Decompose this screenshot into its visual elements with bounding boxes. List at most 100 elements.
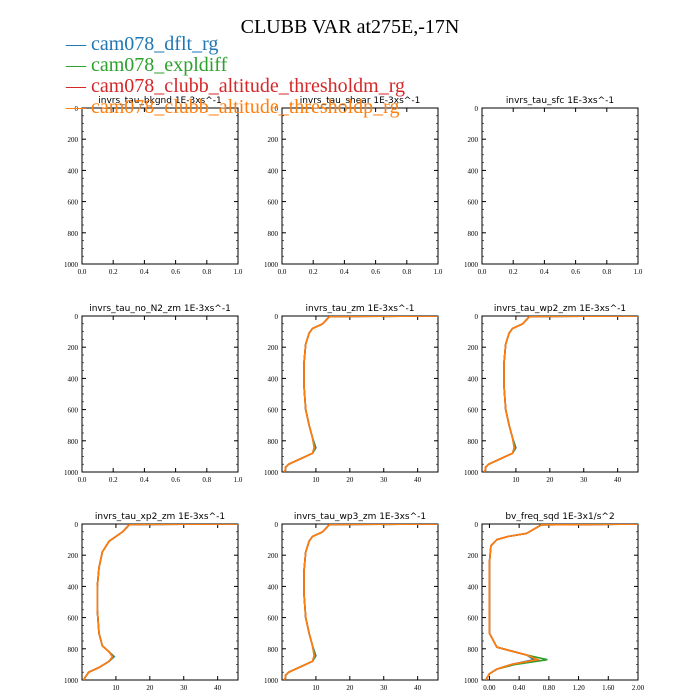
series-line — [485, 524, 638, 680]
x-tick-label: 10 — [512, 476, 520, 484]
x-tick-label: 30 — [380, 476, 388, 484]
x-tick-label: 10 — [312, 684, 320, 692]
x-tick-label: 0.8 — [202, 476, 211, 484]
y-tick-label: 0 — [275, 521, 279, 529]
y-tick-label: 600 — [68, 615, 79, 623]
x-tick-label: 1.20 — [572, 684, 585, 692]
subplot: invrs_tau_sfc 1E-3xs^-1 0 200 400 600 800 1000… — [464, 96, 643, 276]
y-tick-label: 0 — [75, 521, 79, 529]
y-tick-label: 200 — [268, 344, 279, 352]
subplot: invrs_tau_wp2_zm 1E-3xs^-1 0 200 400 600 800 1… — [464, 304, 639, 484]
x-tick-label: 1.0 — [434, 268, 443, 276]
y-tick-label: 200 — [68, 552, 79, 560]
y-tick-label: 1000 — [464, 469, 479, 477]
series-line — [483, 316, 638, 472]
y-tick-label: 0 — [75, 105, 79, 113]
plot-frame — [281, 523, 439, 681]
series-line — [82, 524, 238, 680]
y-tick-label: 1000 — [264, 469, 279, 477]
legend-swatch: — — [66, 54, 86, 76]
subplot-title: invrs_tau_wp2_zm 1E-3xs^-1 — [494, 304, 626, 314]
plot-frame — [481, 523, 639, 681]
x-tick-label: 30 — [180, 684, 188, 692]
y-tick-label: 800 — [268, 230, 279, 238]
subplot-title: invrs_tau_shear 1E-3xs^-1 — [300, 96, 421, 106]
y-tick-label: 600 — [468, 615, 479, 623]
y-tick-label: 200 — [468, 552, 479, 560]
y-tick-label: 400 — [268, 375, 279, 383]
plot-frame — [481, 315, 639, 473]
y-tick-label: 600 — [268, 199, 279, 207]
y-tick-label: 0 — [275, 313, 279, 321]
y-tick-label: 800 — [68, 646, 79, 654]
y-tick-label: 800 — [268, 646, 279, 654]
y-tick-label: 600 — [68, 199, 79, 207]
x-tick-label: 20 — [346, 476, 354, 484]
y-tick-label: 400 — [468, 583, 479, 591]
x-tick-label: 0.8 — [602, 268, 611, 276]
subplot-title: invrs_tau_xp2_zm 1E-3xs^-1 — [95, 512, 225, 522]
series-line — [82, 524, 238, 680]
legend-label: cam078_clubb_altitude_thresholdp_rg — [91, 96, 400, 118]
x-tick-label: 10 — [112, 684, 120, 692]
x-tick-label: 0.6 — [171, 268, 180, 276]
legend-item: — cam078_dflt_rg — [66, 34, 405, 55]
legend-swatch: — — [66, 96, 86, 118]
x-tick-label: 0.2 — [309, 268, 318, 276]
x-tick-label: 40 — [414, 476, 422, 484]
subplot-title: invrs_tau_zm 1E-3xs^-1 — [306, 304, 415, 314]
series-line — [283, 524, 438, 680]
series-line — [485, 524, 638, 680]
subplot: invrs_tau_shear 1E-3xs^-1 0 200 400 600 800 10… — [264, 96, 443, 276]
x-tick-label: 40 — [214, 684, 222, 692]
y-tick-label: 1000 — [264, 261, 279, 269]
y-tick-label: 600 — [468, 199, 479, 207]
x-tick-label: 0.40 — [513, 684, 526, 692]
x-tick-label: 0.8 — [202, 268, 211, 276]
y-tick-label: 400 — [468, 375, 479, 383]
y-tick-label: 1000 — [264, 677, 279, 685]
y-tick-label: 800 — [468, 438, 479, 446]
x-tick-label: 0.4 — [340, 268, 349, 276]
legend-label: cam078_clubb_altitude_thresholdm_rg — [91, 75, 406, 97]
series-line — [82, 524, 238, 680]
y-tick-label: 800 — [68, 438, 79, 446]
y-tick-label: 1000 — [464, 677, 479, 685]
x-tick-label: 20 — [546, 476, 554, 484]
subplot-title: invrs_tau_no_N2_zm 1E-3xs^-1 — [89, 304, 231, 314]
y-tick-label: 400 — [468, 167, 479, 175]
x-tick-label: 0.2 — [109, 268, 118, 276]
legend-swatch: — — [66, 75, 86, 97]
y-tick-label: 400 — [68, 583, 79, 591]
x-tick-label: 0.0 — [78, 268, 87, 276]
x-tick-label: 0.0 — [478, 268, 487, 276]
y-tick-label: 400 — [68, 375, 79, 383]
legend-swatch: — — [66, 33, 86, 55]
y-tick-label: 200 — [268, 552, 279, 560]
y-tick-label: 0 — [475, 521, 479, 529]
y-tick-label: 600 — [68, 407, 79, 415]
subplot: invrs_tau_bkgnd 1E-3xs^-1 0 200 400 600 800 10… — [64, 96, 243, 276]
y-tick-label: 400 — [268, 167, 279, 175]
plot-frame — [481, 107, 639, 265]
y-tick-label: 1000 — [64, 677, 79, 685]
y-tick-label: 400 — [268, 583, 279, 591]
subplot-title: invrs_tau_bkgnd 1E-3xs^-1 — [98, 96, 222, 106]
series-line — [82, 524, 238, 680]
x-tick-label: 20 — [346, 684, 354, 692]
y-tick-label: 200 — [468, 136, 479, 144]
y-tick-label: 1000 — [64, 261, 79, 269]
x-tick-label: 1.0 — [234, 268, 243, 276]
x-tick-label: 0.00 — [483, 684, 496, 692]
x-tick-label: 0.4 — [540, 268, 549, 276]
x-tick-label: 40 — [614, 476, 622, 484]
page-title: CLUBB VAR at275E,-17N — [240, 16, 460, 38]
y-tick-label: 1000 — [64, 469, 79, 477]
legend-item: — cam078_clubb_altitude_thresholdm_rg — [66, 76, 405, 97]
y-tick-label: 600 — [468, 407, 479, 415]
series-line — [485, 524, 638, 680]
y-tick-label: 0 — [275, 105, 279, 113]
x-tick-label: 0.0 — [78, 476, 87, 484]
x-tick-label: 0.6 — [571, 268, 580, 276]
